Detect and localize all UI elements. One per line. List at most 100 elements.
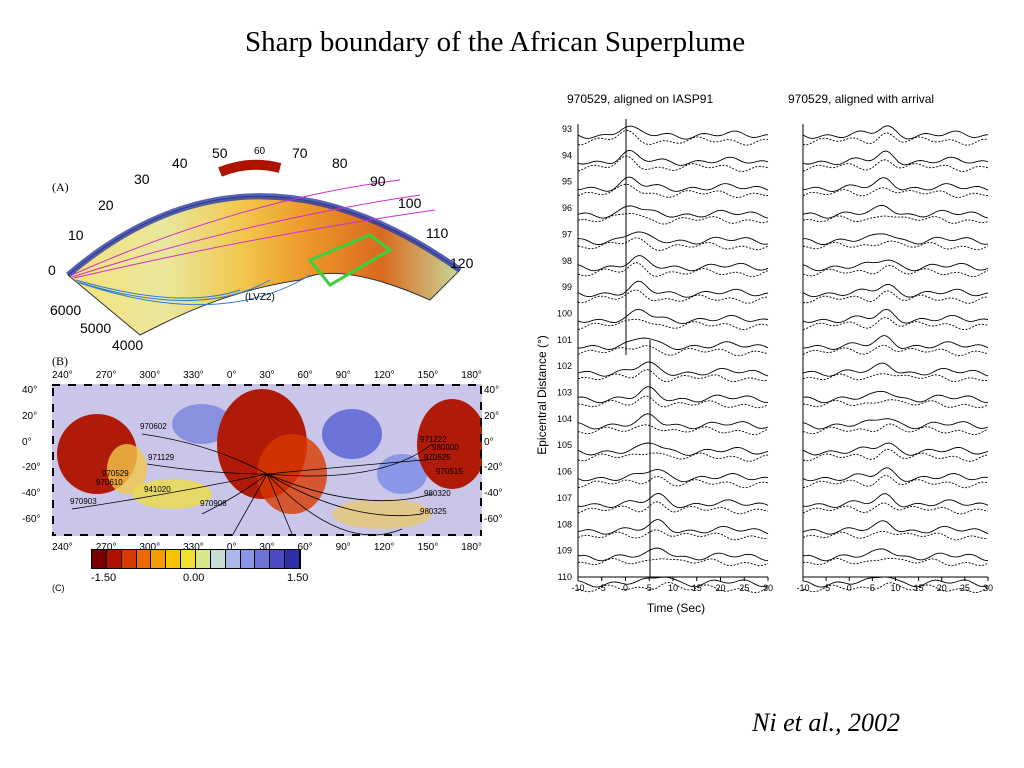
panel-b-label: (B) xyxy=(52,354,68,368)
seismic-trace xyxy=(577,318,769,331)
seismic-trace xyxy=(577,581,769,594)
colorbar-swatch xyxy=(136,550,152,568)
seismic-trace xyxy=(802,582,989,594)
distance-tick-label: 96 xyxy=(562,203,572,213)
colorbar xyxy=(91,549,301,569)
seismic-trace xyxy=(577,442,769,456)
seismic-trace xyxy=(802,177,989,192)
colorbar-max-label: 1.50 xyxy=(287,572,309,584)
seismic-trace xyxy=(802,125,989,140)
seismic-trace xyxy=(577,280,769,298)
event-label: 970515 xyxy=(436,467,463,476)
colorbar-swatch xyxy=(106,550,122,568)
seismic-trace xyxy=(577,213,769,225)
seismic-trace xyxy=(577,155,769,172)
seismic-trace xyxy=(802,159,989,172)
seismic-trace xyxy=(577,125,769,140)
slide-title: Sharp boundary of the African Superplume xyxy=(244,26,746,58)
event-label: 970602 xyxy=(140,422,167,431)
time-tick-label: 15 xyxy=(914,583,924,593)
waveform-figure: Epicentral Distance (°) Time (Sec) 93 94 9… xyxy=(535,119,993,615)
time-tick-label: 25 xyxy=(739,583,749,593)
seismic-trace xyxy=(577,237,769,251)
time-tick-label: 10 xyxy=(890,583,900,593)
seismic-trace xyxy=(802,308,989,324)
seismic-trace xyxy=(802,373,989,383)
time-tick-label: 20 xyxy=(715,583,725,593)
distance-tick-label: 98 xyxy=(562,256,572,266)
distance-tick-label: 107 xyxy=(557,493,572,503)
event-label: 941020 xyxy=(144,485,171,494)
waveform-x-axis-label: Time (Sec) xyxy=(647,601,705,615)
angle-tick-label: 80 xyxy=(332,155,348,171)
seismic-trace xyxy=(577,386,768,404)
seismic-trace xyxy=(577,255,769,272)
event-label: 970525 xyxy=(424,453,451,462)
seismic-trace xyxy=(802,215,989,224)
seismic-trace xyxy=(577,413,769,430)
panel-c-label-cut: (C) xyxy=(52,583,65,593)
lon-ticks-top: 240° 270° 300° 330° 0° 30° 60° 90° 120° 150° 180° xyxy=(52,370,482,381)
seismic-trace xyxy=(802,187,989,198)
time-tick-label: 5 xyxy=(870,583,875,593)
depth-tick-label: 5000 xyxy=(80,320,111,336)
seismic-trace xyxy=(577,395,769,409)
angle-tick-label: 0 xyxy=(48,262,56,278)
panel-a-label: (A) xyxy=(52,180,69,194)
event-label: 970529 xyxy=(102,469,129,478)
seismic-trace xyxy=(802,150,989,166)
citation: Ni et al., 2002 xyxy=(752,708,901,737)
seismic-trace xyxy=(577,519,769,535)
colorbar-swatch xyxy=(151,550,167,568)
seismic-trace xyxy=(802,442,989,456)
distance-tick-label: 97 xyxy=(562,229,572,239)
colorbar-min-label: -1.50 xyxy=(91,572,117,584)
angle-tick-label: 90 xyxy=(370,173,386,189)
seismic-trace xyxy=(577,452,769,462)
event-label: 970610 xyxy=(96,478,123,487)
angle-tick-label: 100 xyxy=(398,195,422,211)
time-tick-label: -10 xyxy=(571,583,584,593)
colorbar-swatch xyxy=(240,550,256,568)
angle-tick-label: 110 xyxy=(426,225,449,241)
distance-tick-label: 93 xyxy=(562,124,572,134)
seismic-trace xyxy=(577,475,769,489)
colorbar-swatch xyxy=(121,550,137,568)
seismic-trace xyxy=(802,474,989,489)
seismic-trace xyxy=(802,264,989,278)
waveform-y-axis-label: Epicentral Distance (°) xyxy=(535,335,549,455)
seismic-trace xyxy=(577,262,769,278)
time-tick-label: -5 xyxy=(822,583,830,593)
angle-tick-label: 50 xyxy=(212,145,228,161)
time-tick-label: 25 xyxy=(960,583,970,593)
distance-tick-label: 103 xyxy=(557,388,572,398)
distance-tick-label: 100 xyxy=(557,308,572,318)
colorbar-swatch xyxy=(210,550,226,568)
lat-ticks-left: 40° 20° 0° -20° -40° -60° xyxy=(22,385,41,525)
seismic-trace xyxy=(802,448,989,462)
panel-b-map: 970602 971129 970529 970610 941020 97090… xyxy=(52,384,482,536)
distance-tick-label: 110 xyxy=(558,572,572,582)
distance-tick-label: 95 xyxy=(562,177,572,187)
seismic-trace xyxy=(802,399,989,409)
seismic-trace xyxy=(577,361,769,377)
colorbar-swatch xyxy=(181,550,197,568)
seismic-trace xyxy=(577,183,769,198)
event-label: 980320 xyxy=(424,489,451,498)
seismic-trace xyxy=(577,547,769,562)
angle-tick-label: 120 xyxy=(450,255,474,271)
event-label: 970908 xyxy=(200,499,227,508)
waveform-left-title: 970529, aligned on IASP91 xyxy=(567,92,714,106)
time-tick-label: 30 xyxy=(983,583,993,593)
lvz2-annotation: (LVZ2) xyxy=(245,292,275,303)
seismic-trace xyxy=(577,337,769,350)
seismic-trace xyxy=(802,362,989,377)
distance-tick-label: 99 xyxy=(562,282,572,292)
seismic-trace xyxy=(802,530,989,541)
seismic-trace xyxy=(802,259,989,272)
time-tick-label: -10 xyxy=(796,583,809,593)
angle-tick-label: 30 xyxy=(134,171,150,187)
seismic-trace xyxy=(802,335,989,350)
seismic-trace xyxy=(577,289,769,304)
